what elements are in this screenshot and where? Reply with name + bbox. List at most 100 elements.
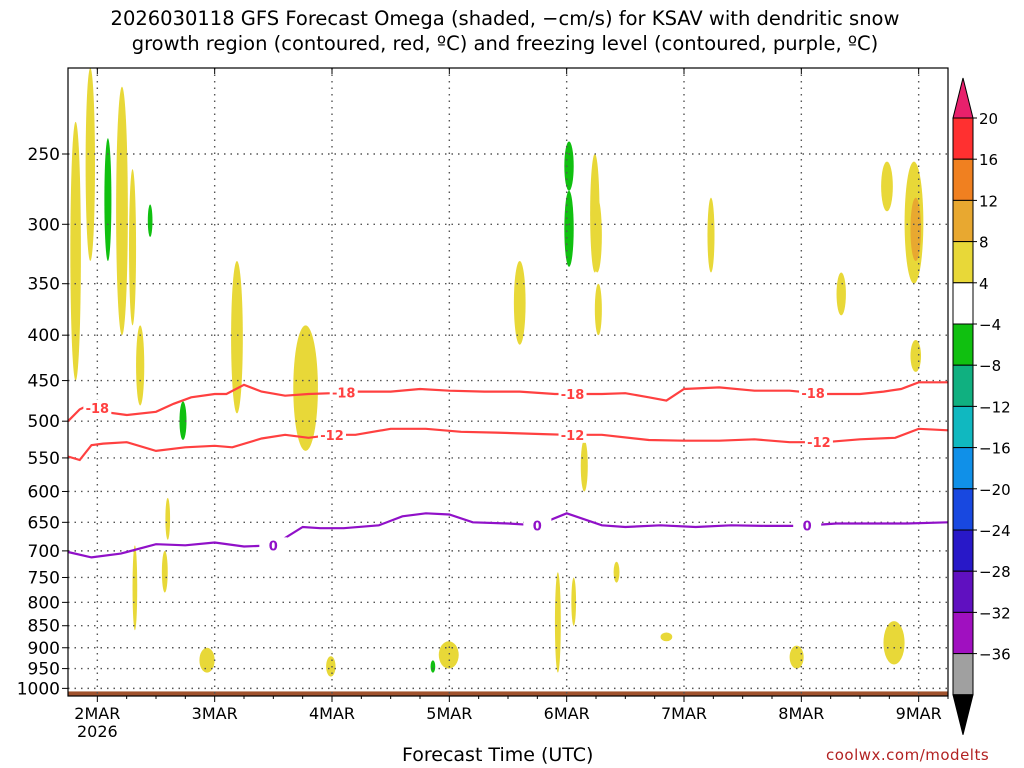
y-tick-label: 350	[28, 275, 60, 295]
omega-shade	[136, 325, 145, 406]
colorbar-segment	[952, 570, 974, 613]
omega-shade	[707, 197, 715, 273]
omega-shade	[883, 621, 905, 665]
omega-shade	[513, 261, 526, 345]
colorbar-label: 8	[979, 234, 989, 252]
colorbar-segment	[952, 529, 974, 572]
y-tick-label: 450	[28, 372, 60, 392]
colorbar-segment	[952, 158, 974, 201]
omega-shade	[660, 632, 673, 642]
y-axis: 2503003504004505005506006507007508008509…	[17, 145, 68, 699]
ground-band	[68, 691, 948, 696]
omega-shade	[910, 339, 922, 372]
omega-shade	[231, 261, 243, 414]
y-tick-label: 400	[28, 326, 60, 346]
omega-shading	[70, 68, 924, 677]
omega-shade	[199, 647, 215, 673]
omega-shade	[564, 141, 574, 191]
colorbar-label: 16	[979, 151, 998, 169]
x-tick-label: 7MAR	[661, 704, 707, 723]
omega-shade	[910, 197, 922, 262]
omega-shade	[580, 439, 588, 492]
colorbar-segment	[952, 447, 974, 490]
contour-label: -12	[807, 436, 831, 451]
y-tick-label: 700	[28, 542, 60, 562]
omega-shade	[293, 325, 318, 451]
omega-shade	[116, 86, 128, 336]
y-tick-label: 650	[28, 513, 60, 533]
contour-line	[67, 512, 949, 559]
colorbar-label: −32	[979, 604, 1011, 622]
colorbar-arrow-bottom	[952, 694, 974, 735]
omega-shade	[85, 68, 95, 262]
y-tick-label: 500	[28, 412, 60, 432]
y-tick-label: 600	[28, 482, 60, 502]
contour-label-bg	[793, 517, 822, 534]
omega-shade	[132, 545, 138, 631]
contour-label-bg	[804, 434, 833, 451]
colorbar-segment	[952, 364, 974, 407]
omega-shade	[881, 161, 893, 212]
contour-label: 0	[533, 519, 542, 534]
colorbar-segment	[952, 653, 974, 696]
omega-shade	[129, 169, 137, 326]
colorbar-segment	[952, 241, 974, 284]
x-year-label: 2026	[77, 722, 118, 741]
y-tick-label: 800	[28, 593, 60, 613]
colorbar-segment	[952, 117, 974, 160]
colorbar-segment	[952, 488, 974, 531]
contour-label: -18	[801, 387, 825, 402]
colorbar-segment	[952, 611, 974, 655]
omega-shade	[789, 645, 804, 669]
omega-shade	[179, 401, 187, 440]
omega-shade	[564, 190, 574, 267]
y-tick-label: 900	[28, 639, 60, 659]
colorbar-label: −36	[979, 646, 1011, 664]
omega-shade	[147, 204, 153, 237]
colorbar-label: −20	[979, 481, 1011, 499]
omega-shade	[613, 561, 620, 583]
grid	[68, 68, 948, 696]
y-tick-label: 550	[28, 449, 60, 469]
contour-label: -18	[86, 402, 110, 417]
contour-label-bg	[558, 426, 587, 443]
x-axis-label: Forecast Time (UTC)	[402, 744, 594, 766]
colorbar-label: 20	[979, 110, 998, 128]
credit-link[interactable]: coolwx.com/modelts	[826, 746, 990, 764]
contour-label: 0	[803, 519, 812, 534]
contour-line	[67, 381, 948, 422]
omega-shade	[836, 272, 846, 316]
x-tick-label: 6MAR	[544, 704, 590, 723]
contour-label: -12	[561, 429, 585, 444]
omega-shade	[326, 656, 336, 677]
omega-shade	[571, 577, 577, 626]
colorbar-segment	[952, 323, 974, 366]
omega-shade	[161, 550, 168, 593]
chart-title: 2026030118 GFS Forecast Omega (shaded, −…	[110, 7, 900, 55]
contour-label-bg	[83, 399, 112, 416]
ground-band-fill	[68, 691, 948, 696]
contour-label-bg	[523, 517, 552, 534]
colorbar-segment	[952, 282, 974, 325]
y-tick-label: 850	[28, 617, 60, 637]
y-tick-label: 250	[28, 145, 60, 165]
contour-label: -18	[561, 388, 585, 403]
colorbar-label: −8	[979, 357, 1001, 375]
colorbar-label: −12	[979, 398, 1011, 416]
colorbar-label: 4	[979, 275, 989, 293]
contour-label-bg	[259, 537, 288, 554]
colorbar-arrow-top	[952, 77, 974, 119]
colorbar-label: 12	[979, 192, 998, 210]
contour-label: 0	[269, 539, 278, 554]
omega-shade	[165, 497, 171, 540]
contour-line	[67, 427, 949, 462]
x-tick-label: 3MAR	[192, 704, 238, 723]
omega-shade	[554, 572, 561, 673]
omega-shade	[70, 121, 81, 381]
x-tick-label: 9MAR	[896, 704, 942, 723]
y-tick-label: 950	[28, 660, 60, 680]
colorbar-label: −16	[979, 440, 1011, 458]
contour-label-bg	[329, 384, 358, 401]
omega-shade	[594, 283, 602, 336]
